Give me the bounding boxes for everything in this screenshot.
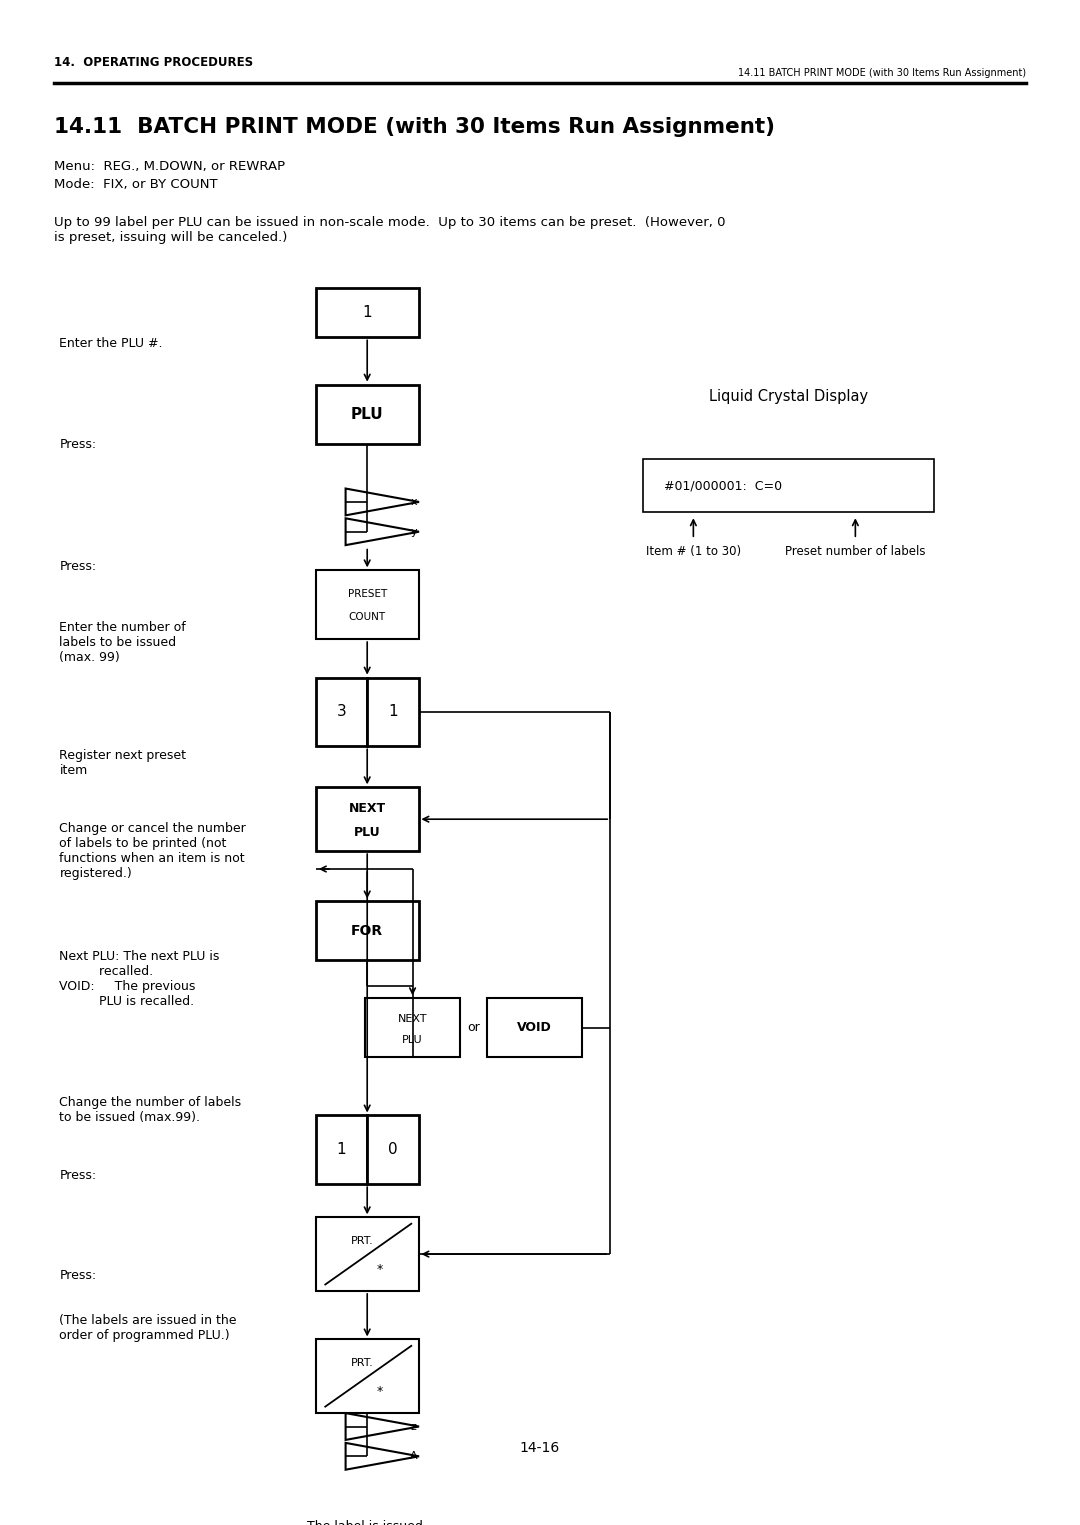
FancyBboxPatch shape bbox=[367, 677, 419, 746]
Text: COUNT: COUNT bbox=[349, 612, 386, 622]
Text: PRT.: PRT. bbox=[350, 1357, 374, 1368]
Text: Press:: Press: bbox=[59, 438, 96, 451]
Text: Mode:  FIX, or BY COUNT: Mode: FIX, or BY COUNT bbox=[54, 178, 218, 191]
Text: Change or cancel the number
of labels to be printed (not
functions when an item : Change or cancel the number of labels to… bbox=[59, 822, 246, 880]
Text: Menu:  REG., M.DOWN, or REWRAP: Menu: REG., M.DOWN, or REWRAP bbox=[54, 160, 285, 174]
Text: or: or bbox=[468, 1022, 480, 1034]
Text: Up to 99 label per PLU can be issued in non-scale mode.  Up to 30 items can be p: Up to 99 label per PLU can be issued in … bbox=[54, 217, 726, 244]
Text: #01/000001:  C=0: #01/000001: C=0 bbox=[664, 479, 782, 493]
Text: 14.11  BATCH PRINT MODE (with 30 Items Run Assignment): 14.11 BATCH PRINT MODE (with 30 Items Ru… bbox=[54, 116, 775, 137]
Text: VOID: VOID bbox=[517, 1022, 552, 1034]
Text: y: y bbox=[410, 526, 417, 537]
Text: PRESET: PRESET bbox=[348, 589, 387, 599]
Text: Item # (1 to 30): Item # (1 to 30) bbox=[646, 544, 741, 558]
Text: (The labels are issued in the
order of programmed PLU.): (The labels are issued in the order of p… bbox=[59, 1313, 237, 1342]
FancyBboxPatch shape bbox=[643, 459, 934, 512]
FancyBboxPatch shape bbox=[316, 1115, 367, 1185]
FancyBboxPatch shape bbox=[487, 999, 582, 1057]
FancyBboxPatch shape bbox=[316, 1339, 419, 1414]
Text: 3: 3 bbox=[337, 705, 347, 720]
FancyBboxPatch shape bbox=[316, 1217, 419, 1292]
FancyBboxPatch shape bbox=[365, 999, 460, 1057]
Text: 14.11 BATCH PRINT MODE (with 30 Items Run Assignment): 14.11 BATCH PRINT MODE (with 30 Items Ru… bbox=[738, 69, 1026, 78]
Text: 14-16: 14-16 bbox=[519, 1441, 561, 1455]
Text: PRT.: PRT. bbox=[350, 1235, 374, 1246]
FancyBboxPatch shape bbox=[316, 570, 419, 639]
FancyBboxPatch shape bbox=[367, 1115, 419, 1185]
FancyBboxPatch shape bbox=[316, 901, 419, 961]
Text: z: z bbox=[410, 1421, 416, 1432]
FancyBboxPatch shape bbox=[248, 1498, 486, 1525]
Text: Press:: Press: bbox=[59, 1269, 96, 1283]
FancyBboxPatch shape bbox=[316, 288, 419, 337]
Text: PLU: PLU bbox=[354, 827, 380, 839]
Text: PLU: PLU bbox=[402, 1034, 423, 1045]
Text: Enter the PLU #.: Enter the PLU #. bbox=[59, 337, 163, 349]
Text: NEXT: NEXT bbox=[349, 802, 386, 816]
Text: Press:: Press: bbox=[59, 1170, 96, 1182]
Text: 1: 1 bbox=[337, 1142, 347, 1157]
Text: Change the number of labels
to be issued (max.99).: Change the number of labels to be issued… bbox=[59, 1096, 242, 1124]
FancyBboxPatch shape bbox=[316, 677, 367, 746]
FancyBboxPatch shape bbox=[316, 384, 419, 444]
Text: PLU: PLU bbox=[351, 407, 383, 421]
Text: The label is issued.: The label is issued. bbox=[308, 1520, 427, 1525]
Text: Next PLU: The next PLU is
          recalled.
VOID:     The previous
          P: Next PLU: The next PLU is recalled. VOID… bbox=[59, 950, 219, 1008]
Text: 1: 1 bbox=[388, 705, 397, 720]
Text: 1: 1 bbox=[363, 305, 372, 320]
Text: Enter the number of
labels to be issued
(max. 99): Enter the number of labels to be issued … bbox=[59, 621, 186, 663]
Text: FOR: FOR bbox=[351, 924, 383, 938]
Text: 14.  OPERATING PROCEDURES: 14. OPERATING PROCEDURES bbox=[54, 56, 253, 69]
FancyBboxPatch shape bbox=[316, 787, 419, 851]
Text: *: * bbox=[377, 1385, 383, 1397]
Text: A: A bbox=[410, 1452, 418, 1461]
Text: 0: 0 bbox=[388, 1142, 397, 1157]
Text: x: x bbox=[410, 497, 417, 506]
Text: NEXT: NEXT bbox=[397, 1014, 428, 1023]
Text: Liquid Crystal Display: Liquid Crystal Display bbox=[708, 389, 868, 404]
Text: Preset number of labels: Preset number of labels bbox=[785, 544, 926, 558]
Text: Register next preset
item: Register next preset item bbox=[59, 749, 187, 778]
Text: Press:: Press: bbox=[59, 560, 96, 573]
Text: *: * bbox=[377, 1263, 383, 1275]
